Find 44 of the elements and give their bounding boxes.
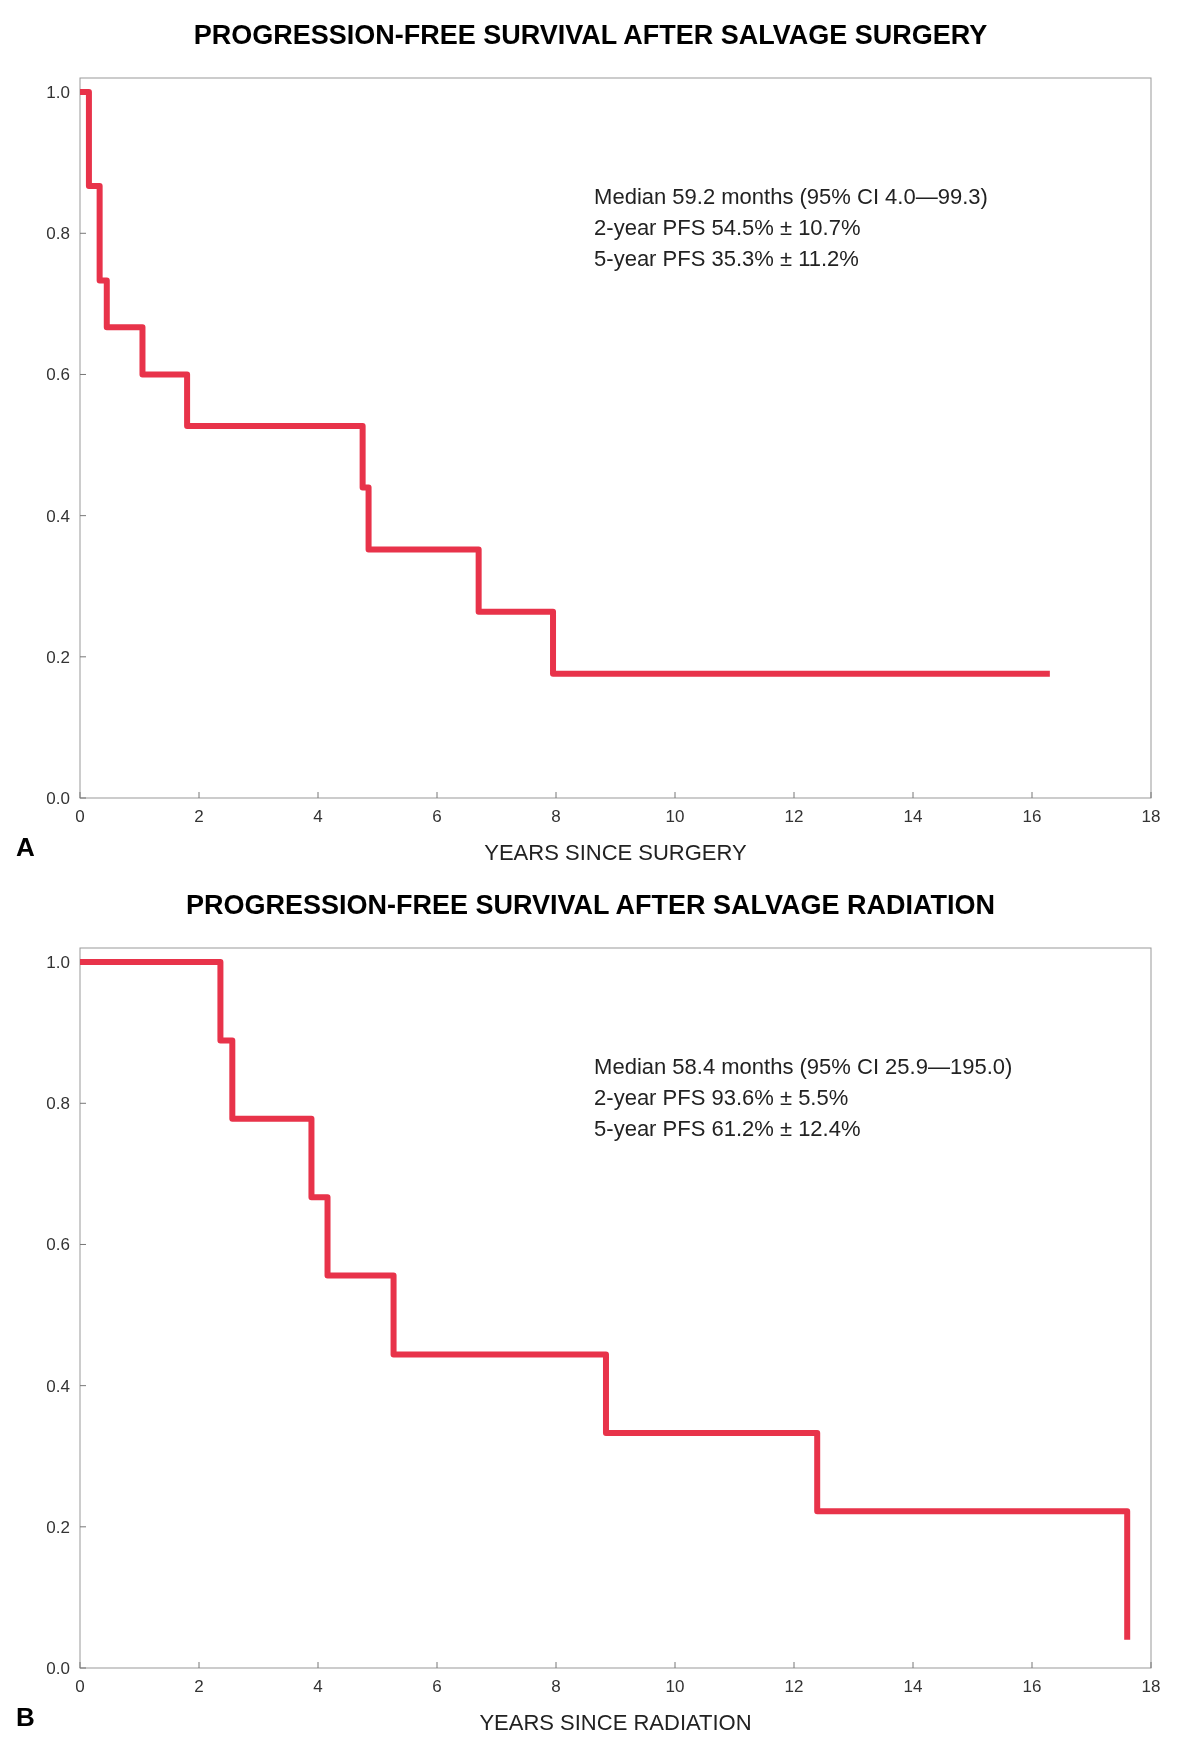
x-tick-label: 8 — [551, 1677, 561, 1696]
x-tick-label: 12 — [784, 1677, 804, 1696]
x-tick-label: 8 — [551, 807, 561, 826]
y-tick-label: 0.8 — [46, 224, 70, 244]
x-tick-label: 0 — [75, 1677, 85, 1696]
x-tick-label: 12 — [784, 807, 804, 826]
text: A — [16, 832, 35, 862]
x-tick-label: 6 — [432, 1677, 442, 1696]
x-tick-label: 18 — [1141, 1677, 1161, 1696]
chart-title: PROGRESSION-FREE SURVIVAL AFTER SALVAGE SURGERY — [193, 20, 988, 50]
annotation: 2-year PFS 54.5% ± 10.7% — [594, 215, 861, 240]
annotation: 5-year PFS 61.2% ± 12.4% — [594, 1116, 861, 1141]
y-tick-label: 0.4 — [46, 1376, 70, 1396]
x-tick-label: 18 — [1141, 807, 1161, 826]
x-tick-label: 6 — [432, 807, 442, 826]
x-tick-label: 16 — [1022, 807, 1042, 826]
x-tick-label: 4 — [313, 1677, 323, 1696]
y-tick-label: 1.0 — [46, 83, 70, 103]
annotation: 2-year PFS 93.6% ± 5.5% — [594, 1085, 849, 1110]
x-tick-label: 16 — [1022, 1677, 1042, 1696]
y-tick-label: 0.2 — [46, 647, 70, 667]
annotation: Median 59.2 months (95% CI 4.0—99.3) — [594, 184, 988, 209]
chart-title: PROGRESSION-FREE SURVIVAL AFTER SALVAGE RADIATION — [185, 890, 996, 920]
text: B — [16, 1702, 35, 1732]
annotation: 5-year PFS 35.3% ± 11.2% — [594, 246, 859, 271]
x-tick-label: 2 — [194, 1677, 204, 1696]
y-tick-label: 0.6 — [46, 365, 70, 385]
x-tick-label: 10 — [665, 807, 685, 826]
x-tick-label: 4 — [313, 807, 323, 826]
x-tick-label: 14 — [903, 1677, 923, 1696]
y-tick-label: 1.0 — [46, 953, 70, 973]
x-tick-label: 0 — [75, 807, 85, 826]
x-axis-title: YEARS SINCE RADIATION — [479, 1710, 752, 1735]
y-tick-label: 0.6 — [46, 1235, 70, 1255]
x-tick-label: 10 — [665, 1677, 685, 1696]
y-tick-label: 0.2 — [46, 1517, 70, 1537]
x-axis-title: YEARS SINCE SURGERY — [484, 840, 748, 865]
x-tick-label: 2 — [194, 807, 204, 826]
y-tick-label: 0.4 — [46, 506, 70, 526]
x-tick-label: 14 — [903, 807, 923, 826]
y-tick-label: 0.0 — [46, 788, 70, 808]
y-tick-label: 0.0 — [46, 1658, 70, 1678]
annotation: Median 58.4 months (95% CI 25.9—195.0) — [594, 1054, 1013, 1079]
y-tick-label: 0.8 — [46, 1094, 70, 1114]
